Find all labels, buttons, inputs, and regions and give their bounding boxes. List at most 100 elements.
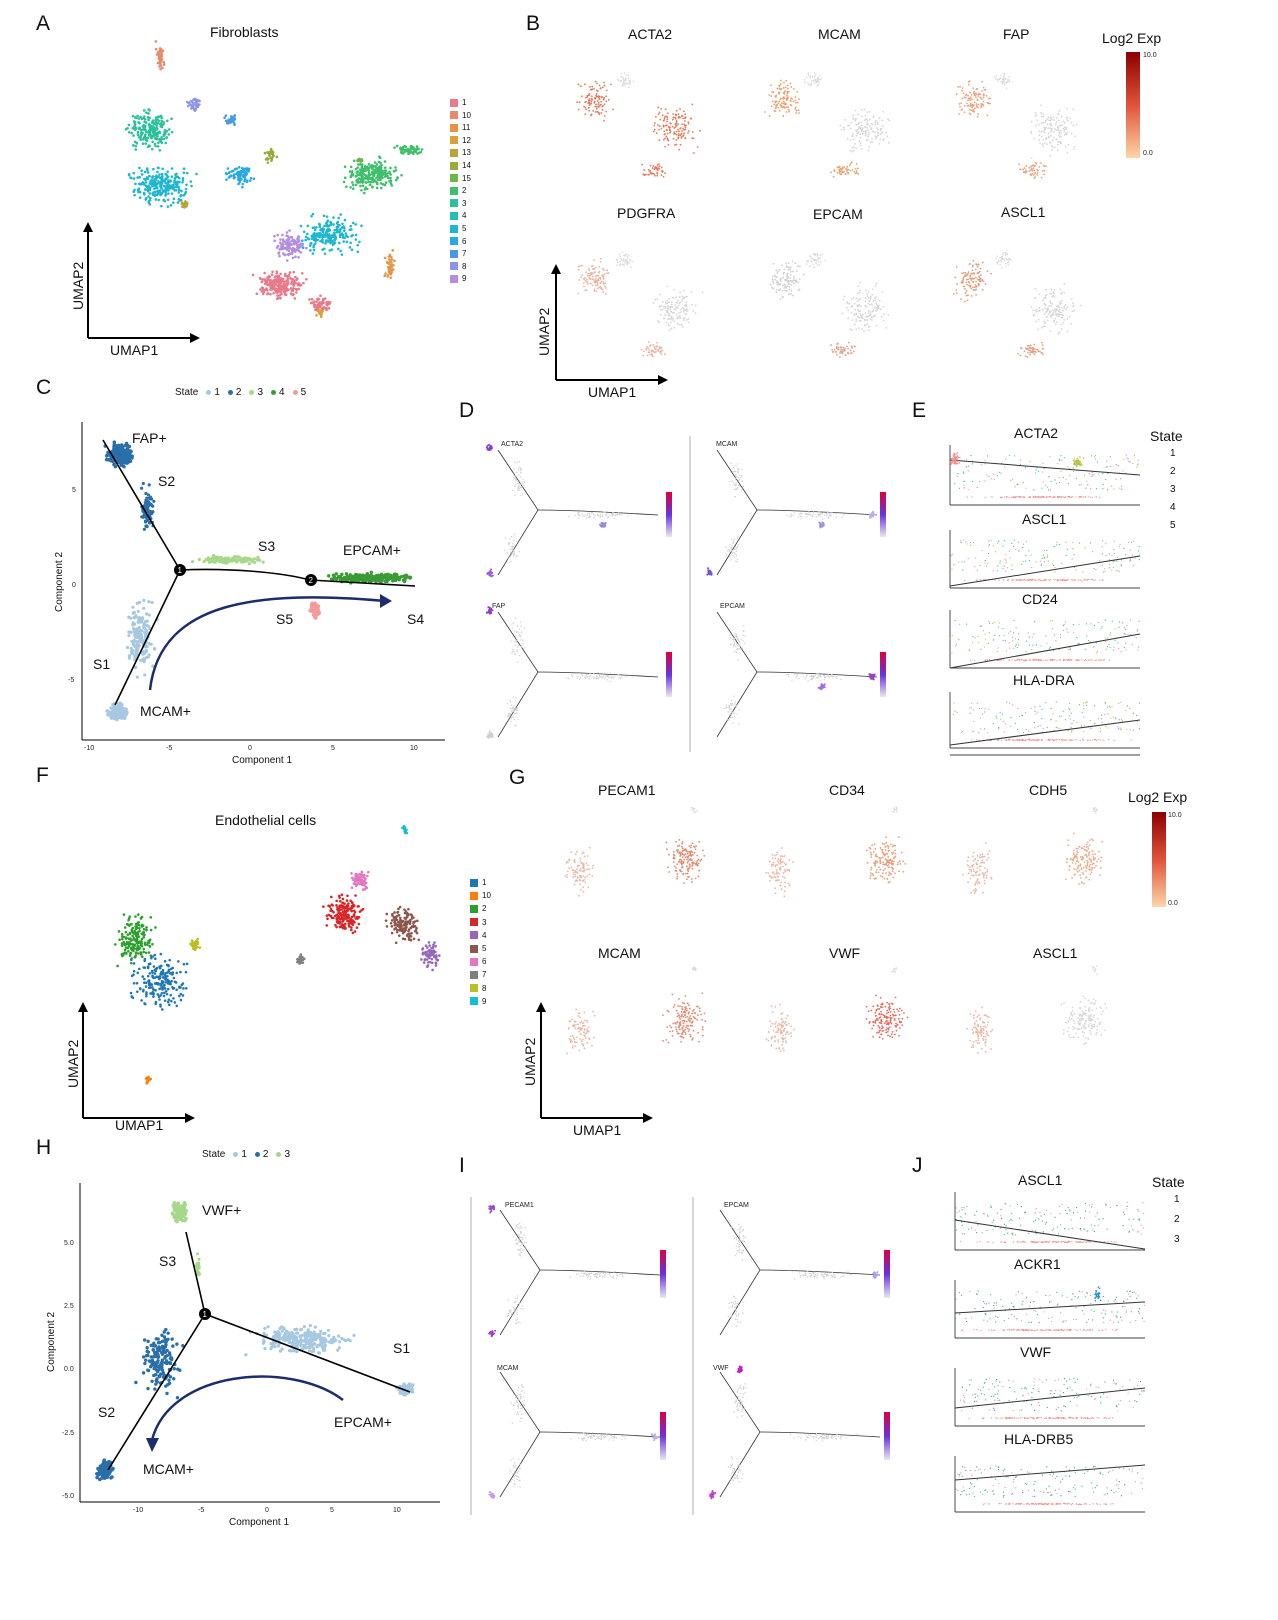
gene-label-ascl1-g: ASCL1: [1033, 945, 1078, 961]
panel-c-state-legend: State 1 2 3 4 5: [175, 387, 306, 398]
panel-h-legend-item-3: 3: [276, 1149, 290, 1160]
panel-letter-g: G: [509, 766, 526, 789]
panel-e-gene-ascl1: ASCL1: [1022, 511, 1067, 527]
panel-letter-b: B: [526, 12, 541, 35]
panel-j-gene-ackr1: ACKR1: [1014, 1256, 1061, 1272]
legend-item-10: 10: [450, 111, 471, 120]
panel-c-xtick-10: 10: [410, 745, 418, 752]
panel-b-color-scale: [1126, 52, 1140, 158]
panel-c-ytick-5: 5: [72, 487, 76, 494]
gene-label-mcam-b: MCAM: [818, 26, 861, 42]
gene-label-mcam-g: MCAM: [598, 945, 641, 961]
panel-c-legend-item-1: 1: [206, 387, 220, 398]
panel-j-legend-2: 2: [1174, 1214, 1180, 1225]
panel-h-xtick-10: 10: [393, 1507, 401, 1514]
panel-h-legend-item-2: 2: [254, 1149, 268, 1160]
legend-item-8: 8: [450, 262, 466, 271]
panel-b-scale-max: 10.0: [1143, 52, 1157, 59]
panel-h-mcam-label: MCAM+: [143, 1461, 194, 1477]
panel-j-legend-3: 3: [1174, 1234, 1180, 1245]
panel-h-ytick-5: 5.0: [64, 1240, 74, 1247]
legend-item-3: 3: [450, 199, 466, 208]
panel-letter-a: A: [36, 12, 51, 35]
panel-e-gene-hladra: HLA-DRA: [1013, 672, 1075, 688]
panel-g-color-scale: [1152, 812, 1166, 907]
panel-b-scale-min: 0.0: [1143, 150, 1153, 157]
legend-item-9: 9: [470, 997, 486, 1006]
panel-d-label-fap: FAP: [492, 603, 506, 610]
panel-c-mcam-label: MCAM+: [140, 703, 191, 719]
panel-a-title: Fibroblasts: [210, 24, 279, 40]
panel-h-xlabel: Component 1: [229, 1517, 290, 1528]
legend-item-1: 1: [450, 98, 466, 107]
panel-h-s1-label: S1: [393, 1340, 411, 1356]
panel-h-vwf-label: VWF+: [202, 1202, 242, 1218]
legend-item-1: 1: [470, 878, 486, 887]
panel-e-legend-1: 1: [1170, 448, 1176, 459]
gene-label-pdgfra-b: PDGFRA: [617, 205, 676, 221]
legend-item-5: 5: [470, 944, 486, 953]
panel-c-xtick-m10: -10: [84, 745, 95, 752]
panel-d-label-epcam: EPCAM: [720, 603, 745, 610]
panel-h-ytick-0: 0.0: [64, 1366, 74, 1373]
panel-j-legend-1: 1: [1174, 1194, 1180, 1205]
legend-item-2: 2: [450, 186, 466, 195]
panel-j-legend-title: State: [1152, 1174, 1185, 1190]
gene-label-cdh5-g: CDH5: [1029, 782, 1068, 798]
panel-h-ytick-m5: -5.0: [62, 1493, 75, 1500]
panel-g-xlabel: UMAP1: [573, 1122, 622, 1138]
panel-letter-f: F: [36, 764, 49, 787]
panel-b-feature-plots: [576, 72, 1082, 358]
panel-i-label-pecam1: PECAM1: [505, 1202, 534, 1209]
panel-g-scale-min: 0.0: [1168, 900, 1178, 907]
panel-a-umap: [124, 40, 424, 319]
panel-letter-c: C: [36, 376, 52, 399]
panel-c-s1-label: S1: [93, 656, 111, 672]
panel-c-legend-title: State: [175, 387, 199, 398]
panel-d-label-acta2: ACTA2: [501, 441, 524, 448]
legend-item-10: 10: [470, 891, 491, 900]
panel-e-legend-4: 4: [1170, 502, 1176, 513]
panel-h-ytick-m2-5: -2.5: [62, 1430, 75, 1437]
legend-item-4: 4: [450, 211, 466, 220]
panel-c-legend-item-5: 5: [292, 387, 306, 398]
gene-label-fap-b: FAP: [1003, 26, 1030, 42]
legend-item-6: 6: [470, 957, 486, 966]
panel-d-label-mcam: MCAM: [716, 441, 738, 448]
panel-e-legend-title: State: [1150, 428, 1183, 444]
panel-f-xlabel: UMAP1: [115, 1117, 164, 1133]
panel-b-scale-title: Log2 Exp: [1102, 30, 1162, 46]
panel-c-ytick-m5: -5: [68, 677, 75, 684]
legend-item-7: 7: [470, 970, 486, 979]
panel-h-state-legend: State 1 2 3: [202, 1149, 290, 1160]
panel-f-axes: [78, 1002, 195, 1123]
gene-label-ascl1-b: ASCL1: [1001, 204, 1046, 220]
gene-label-acta2-b: ACTA2: [628, 26, 673, 42]
panel-c-xlabel: Component 1: [232, 755, 293, 766]
panel-c-legend-item-4: 4: [271, 387, 285, 398]
panel-f-title: Endothelial cells: [215, 812, 317, 828]
gene-label-vwf-g: VWF: [829, 945, 861, 961]
panel-g-scale-max: 10.0: [1168, 812, 1182, 819]
panel-a-xlabel: UMAP1: [110, 342, 159, 358]
legend-item-6: 6: [450, 237, 466, 246]
panel-letter-e: E: [912, 399, 927, 422]
legend-item-13: 13: [450, 148, 471, 157]
panel-e-gene-cd24: CD24: [1022, 591, 1058, 607]
panel-c-xtick-5: 5: [331, 745, 335, 752]
panel-h-xtick-m5: -5: [198, 1507, 205, 1514]
panel-h-epcam-label: EPCAM+: [334, 1414, 392, 1430]
panel-e-legend-3: 3: [1170, 484, 1176, 495]
legend-item-3: 3: [470, 918, 486, 927]
gene-label-cd34-g: CD34: [829, 782, 865, 798]
panel-c-s4-label: S4: [407, 611, 425, 627]
panel-c-ytick-0: 0: [72, 582, 76, 589]
legend-item-2: 2: [470, 904, 486, 913]
panel-letter-d: D: [459, 399, 475, 422]
